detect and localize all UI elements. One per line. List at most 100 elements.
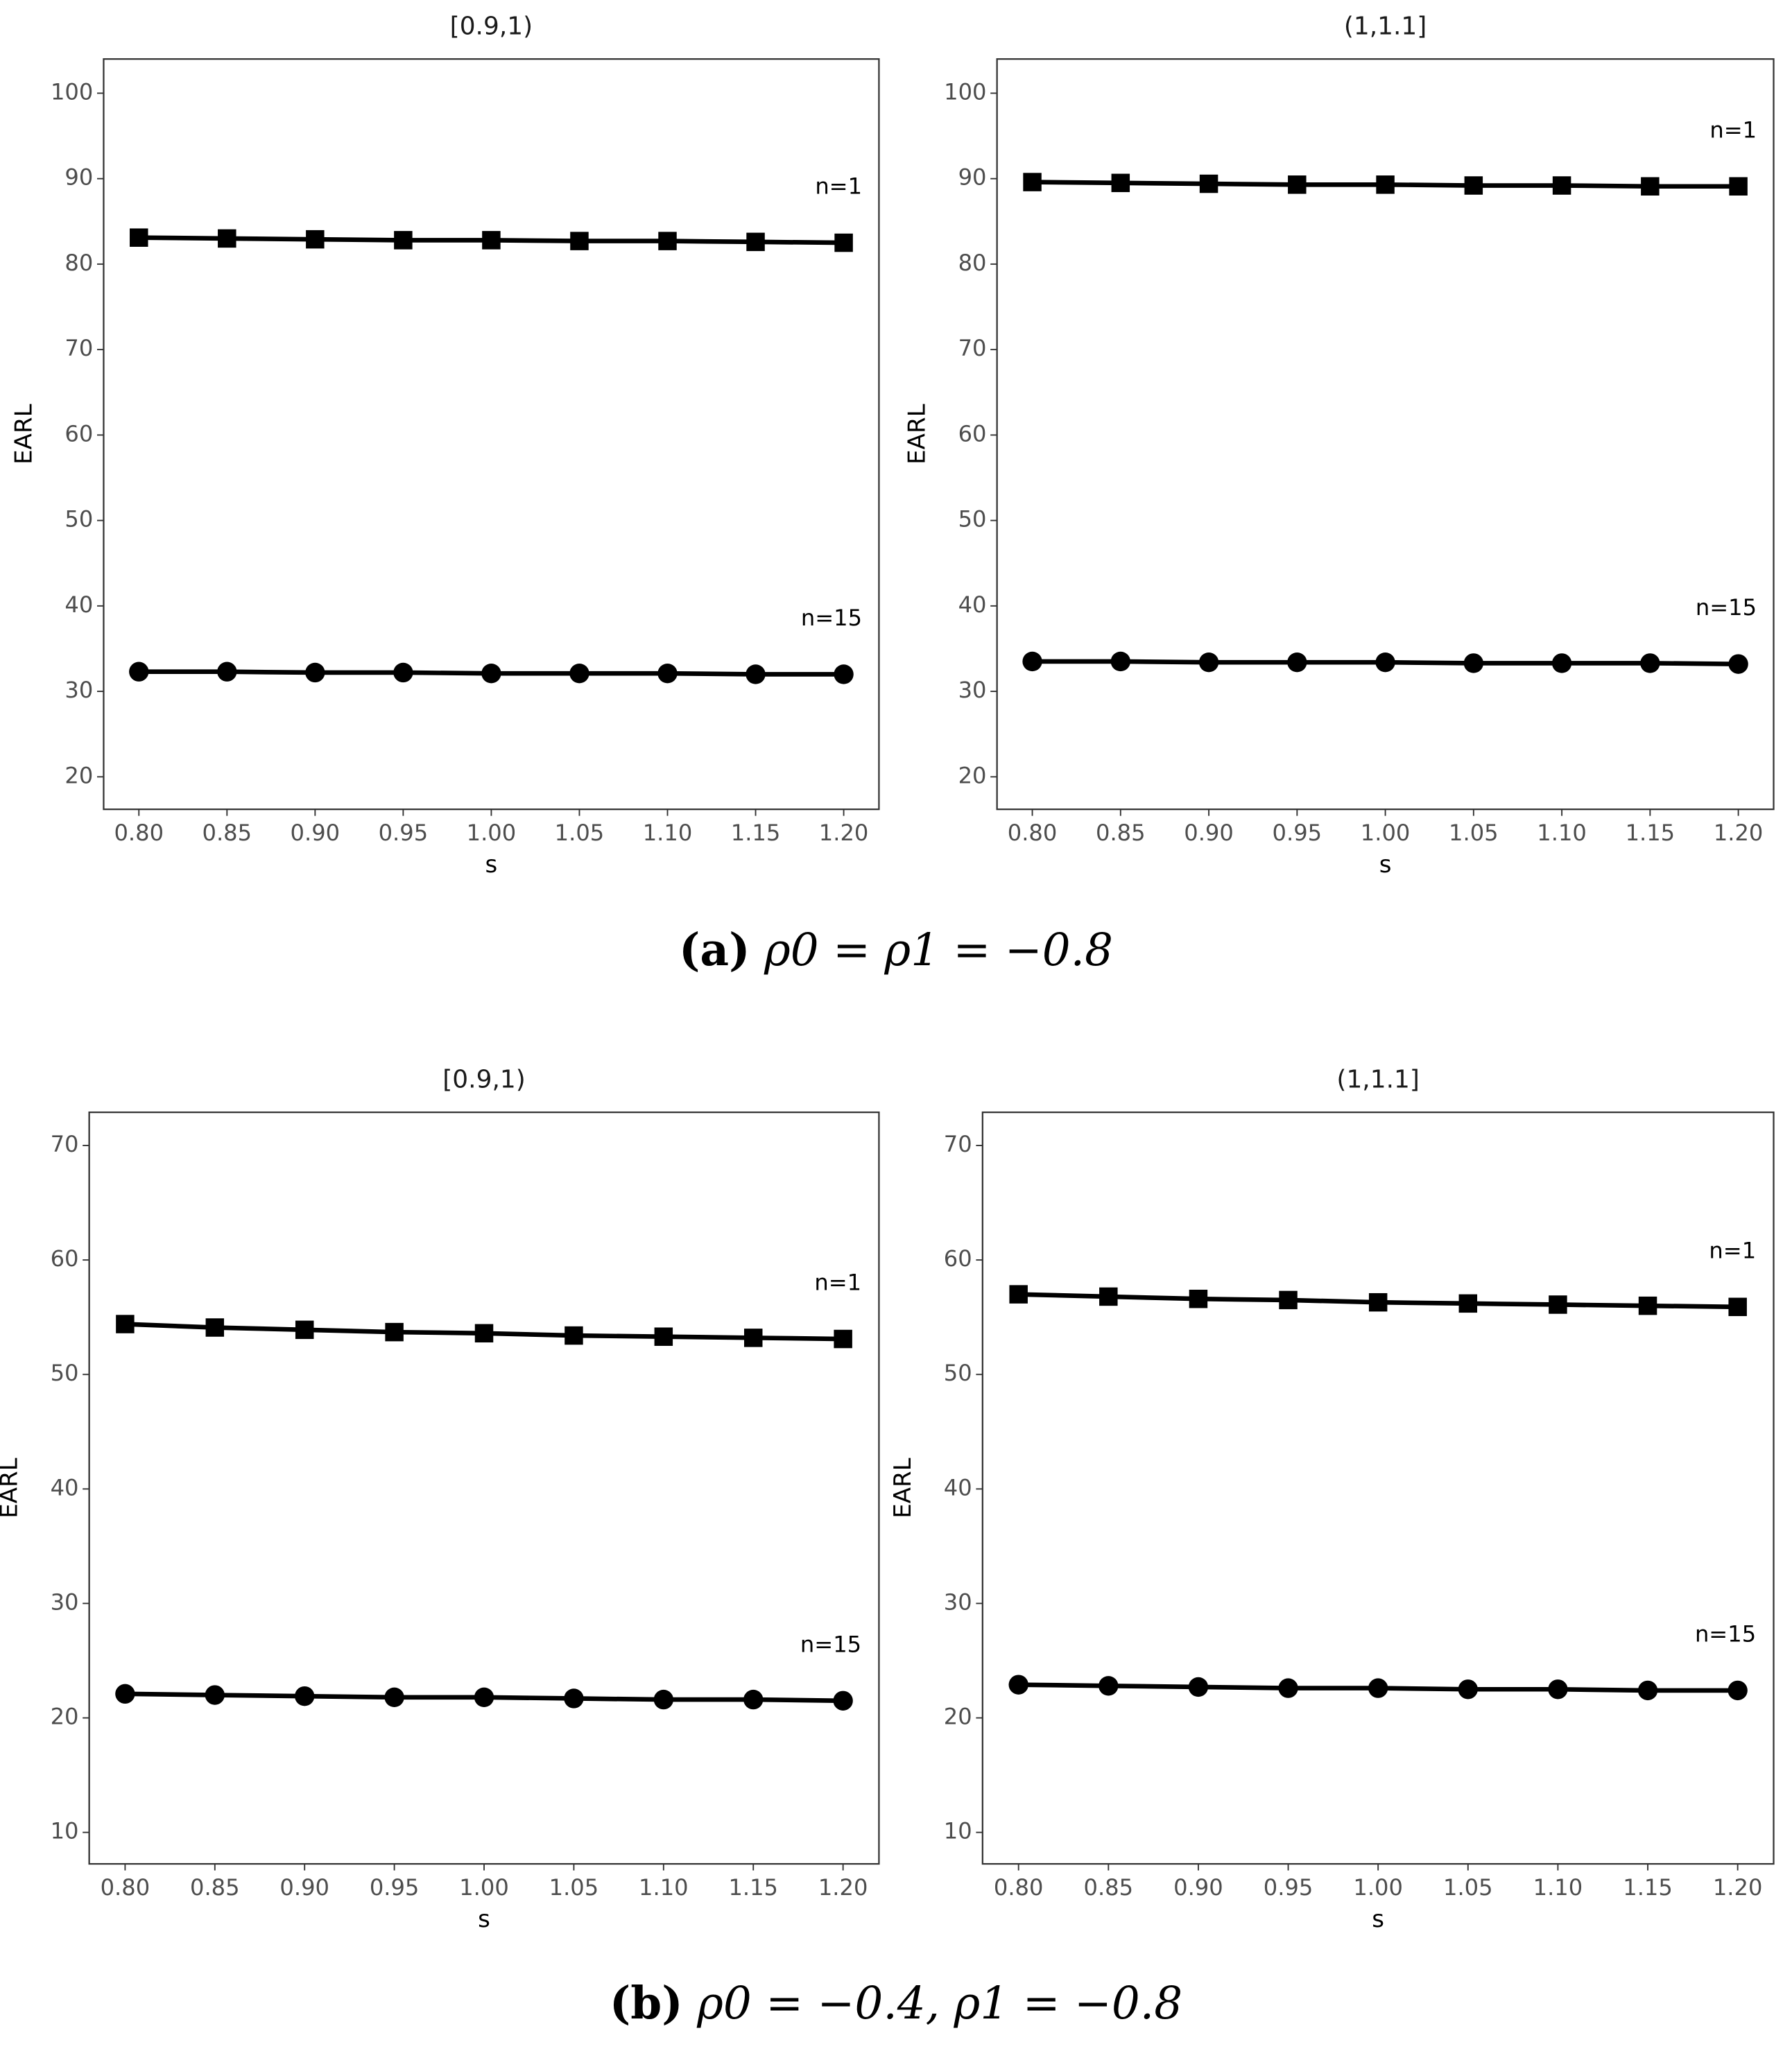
series-label: n=1 [1709, 116, 1757, 143]
x-tick-label: 1.20 [1714, 820, 1764, 846]
x-tick-label: 1.05 [1449, 820, 1499, 846]
marker [474, 1324, 494, 1343]
caption: (a) ρ0 = ρ1 = −0.8 [679, 924, 1113, 976]
x-tick-label: 1.15 [1626, 820, 1675, 846]
marker [1198, 652, 1219, 673]
marker [116, 1315, 135, 1333]
y-tick-label: 50 [944, 1360, 972, 1386]
x-tick-label: 1.05 [1443, 1874, 1493, 1901]
x-tick-label: 1.20 [818, 1874, 868, 1901]
y-tick-label: 100 [944, 78, 986, 105]
marker [205, 1318, 225, 1337]
x-tick-label: 1.05 [549, 1874, 599, 1901]
x-tick-label: 1.10 [1533, 1874, 1583, 1901]
marker [1549, 1295, 1567, 1314]
x-tick-label: 0.95 [379, 820, 429, 846]
marker [384, 1687, 404, 1707]
marker [1023, 173, 1042, 191]
caption-label: (a) [679, 924, 750, 976]
y-tick-label: 70 [51, 1131, 79, 1157]
marker [569, 664, 589, 684]
marker [653, 1689, 674, 1710]
marker [1110, 651, 1131, 672]
marker [295, 1686, 315, 1706]
panel-border [103, 58, 880, 811]
marker [743, 1329, 763, 1347]
marker [295, 1320, 314, 1340]
y-tick-label: 60 [944, 1245, 972, 1272]
series-label: n=15 [801, 605, 862, 631]
x-tick-label: 0.80 [1008, 820, 1058, 846]
marker [1279, 1290, 1298, 1310]
marker [1641, 177, 1660, 196]
y-tick-label: 50 [958, 506, 987, 533]
x-tick-label: 0.85 [203, 820, 252, 846]
caption-text: ρ0 = −0.4, ρ1 = −0.8 [696, 1978, 1182, 2030]
x-axis-label: s [478, 1905, 490, 1933]
y-tick-label: 20 [64, 762, 93, 788]
marker [1368, 1292, 1388, 1312]
marker [1287, 652, 1307, 673]
y-tick-label: 70 [64, 335, 93, 361]
marker [1638, 1296, 1657, 1315]
y-tick-label: 10 [944, 1818, 972, 1844]
x-tick-label: 1.10 [639, 1874, 689, 1901]
panel-border [996, 58, 1775, 811]
x-tick-label: 1.05 [555, 820, 605, 846]
marker [394, 231, 413, 250]
marker [564, 1688, 584, 1709]
marker [1637, 1680, 1658, 1701]
y-tick-label: 20 [944, 1704, 972, 1730]
marker [654, 1327, 673, 1346]
caption-label: (b) [610, 1978, 683, 2030]
x-tick-label: 0.85 [1096, 820, 1146, 846]
x-tick-label: 1.10 [1537, 820, 1587, 846]
x-axis-label: s [485, 851, 498, 879]
x-tick-label: 0.95 [1273, 820, 1323, 846]
y-tick-label: 50 [64, 506, 93, 533]
x-tick-label: 1.15 [1623, 1874, 1673, 1901]
x-tick-label: 0.85 [190, 1874, 240, 1901]
y-tick-label: 40 [944, 1474, 972, 1501]
y-tick-label: 90 [958, 164, 987, 191]
x-axis-label: s [1372, 1905, 1384, 1933]
marker [482, 231, 501, 250]
marker [1188, 1677, 1209, 1697]
y-tick-label: 40 [64, 591, 93, 618]
marker [1375, 652, 1395, 673]
marker [1728, 654, 1748, 674]
y-axis-label: EARL [0, 1458, 24, 1518]
marker [658, 232, 677, 250]
marker [1199, 174, 1218, 193]
chart-title: (1,1.1] [1336, 1066, 1419, 1094]
chart-title: [0.9,1) [442, 1066, 525, 1094]
y-tick-label: 60 [958, 420, 987, 447]
marker [1458, 1294, 1478, 1313]
chart-title: [0.9,1) [450, 12, 533, 41]
marker [746, 232, 765, 252]
marker [1552, 176, 1571, 195]
y-tick-label: 80 [958, 250, 987, 276]
marker [565, 1326, 583, 1345]
marker [130, 228, 148, 247]
y-tick-label: 10 [51, 1818, 79, 1844]
marker [1022, 651, 1042, 672]
marker [743, 1689, 764, 1710]
y-tick-label: 20 [51, 1704, 79, 1730]
marker [746, 664, 766, 684]
marker [306, 230, 325, 249]
marker [385, 1322, 404, 1342]
y-tick-label: 60 [64, 420, 93, 447]
marker [1640, 653, 1660, 673]
marker [474, 1687, 494, 1707]
y-axis-label: EARL [889, 1458, 917, 1518]
y-tick-label: 60 [51, 1245, 79, 1272]
caption-text: ρ0 = ρ1 = −0.8 [764, 924, 1113, 976]
x-tick-label: 1.00 [459, 1874, 509, 1901]
marker [834, 1329, 852, 1349]
series-label: n=15 [1695, 1620, 1756, 1647]
marker [1463, 653, 1484, 673]
marker [833, 1690, 853, 1711]
y-tick-label: 40 [958, 591, 987, 618]
